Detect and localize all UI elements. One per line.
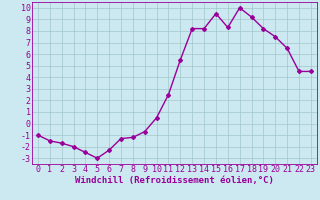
X-axis label: Windchill (Refroidissement éolien,°C): Windchill (Refroidissement éolien,°C) xyxy=(75,176,274,185)
